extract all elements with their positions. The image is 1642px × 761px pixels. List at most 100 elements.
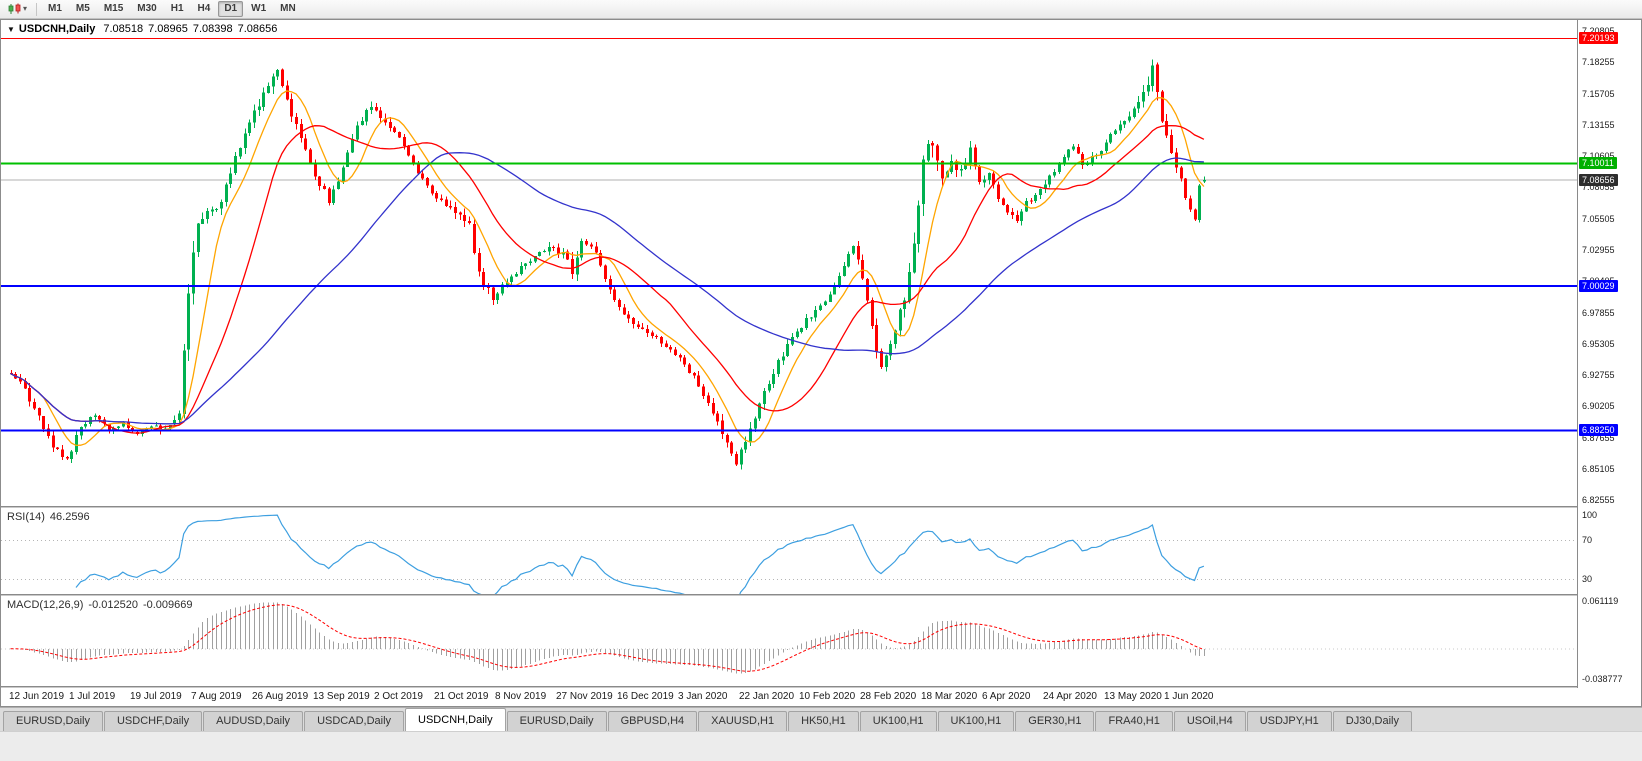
chart-tab-eurusd-daily[interactable]: EURUSD,Daily (506, 711, 607, 731)
date-label: 28 Feb 2020 (860, 691, 917, 702)
rsi-name: RSI(14) (7, 511, 45, 523)
timeframe-button-m15[interactable]: M15 (103, 3, 124, 14)
ohlc-low: 7.08398 (192, 23, 233, 35)
date-label: 2 Oct 2019 (374, 691, 423, 702)
date-label: 7 Aug 2019 (191, 691, 242, 702)
timeframe-button-w1[interactable]: W1 (251, 3, 267, 14)
date-label: 22 Jan 2020 (739, 691, 795, 702)
ohlc-high: 7.08965 (148, 23, 188, 35)
chart-tab-gbpusd-h4[interactable]: GBPUSD,H4 (607, 711, 698, 731)
price-tick: 6.87655 (1582, 433, 1615, 443)
rsi-label: RSI(14) 46.2596 (7, 511, 95, 523)
timeframe-button-h1[interactable]: H1 (170, 3, 184, 14)
price-tick: 6.85105 (1582, 464, 1615, 474)
chart-tab-uk100-h1[interactable]: UK100,H1 (859, 711, 937, 731)
rsi-axis-tick: 100 (1582, 510, 1598, 520)
chart-tab-usdjpy-h1[interactable]: USDJPY,H1 (1246, 711, 1332, 731)
price-tick: 7.15705 (1582, 89, 1615, 99)
price-tick: 7.02955 (1582, 245, 1615, 255)
pane-separator[interactable] (1, 506, 1641, 508)
date-label: 12 Jun 2019 (9, 691, 65, 702)
date-label: 24 Apr 2020 (1043, 691, 1097, 702)
date-label: 3 Jan 2020 (678, 691, 728, 702)
macd-name: MACD(12,26,9) (7, 599, 84, 611)
date-label: 1 Jun 2020 (1164, 691, 1214, 702)
date-label: 10 Feb 2020 (799, 691, 856, 702)
macd-label: MACD(12,26,9) -0.012520 -0.009669 (7, 599, 198, 611)
pane-separator[interactable] (1, 686, 1641, 688)
timeframe-button-d1[interactable]: D1 (218, 1, 244, 17)
price-flag: 7.08656 (1579, 174, 1618, 186)
chart-tab-usoil-h4[interactable]: USOil,H4 (1173, 711, 1246, 731)
timeframe-button-m5[interactable]: M5 (75, 3, 90, 14)
macd-signal-value: -0.009669 (142, 599, 193, 611)
chart-title: ▼ USDCNH,Daily 7.08518 7.08965 7.08398 7.0865… (7, 23, 282, 35)
price-tick: 7.18255 (1582, 57, 1615, 67)
date-label: 8 Nov 2019 (495, 691, 547, 702)
chart-tab-fra40-h1[interactable]: FRA40,H1 (1095, 711, 1173, 731)
timeframe-button-mn[interactable]: MN (280, 3, 296, 14)
toolbar-separator (36, 2, 38, 16)
price-flag: 7.20193 (1579, 32, 1618, 44)
timeframe-button-h4[interactable]: H4 (197, 3, 211, 14)
date-label: 16 Dec 2019 (617, 691, 674, 702)
candlestick-chart-icon (8, 3, 21, 14)
price-flag: 7.10011 (1579, 157, 1617, 169)
chart-tab-xauusd-h1[interactable]: XAUUSD,H1 (698, 711, 788, 731)
price-tick: 7.10605 (1582, 151, 1615, 161)
price-flag: 6.88250 (1579, 424, 1618, 436)
one-click-trading-icon[interactable]: ▼ (7, 25, 15, 34)
chart-tab-ger30-h1[interactable]: GER30,H1 (1015, 711, 1095, 731)
price-tick: 6.92755 (1582, 370, 1615, 380)
chart-tab-usdcnh-daily[interactable]: USDCNH,Daily (405, 708, 506, 731)
timeframe-button-m1[interactable]: M1 (48, 3, 62, 14)
macd-main-value: -0.012520 (88, 599, 138, 611)
date-label: 21 Oct 2019 (434, 691, 489, 702)
chart-type-button[interactable]: ▾ (4, 1, 31, 17)
date-label: 18 Mar 2020 (921, 691, 978, 702)
ohlc-close: 7.08656 (237, 23, 278, 35)
macd-axis-bottom: -0.038777 (1582, 674, 1623, 684)
date-label: 6 Apr 2020 (982, 691, 1031, 702)
date-axis[interactable]: 12 Jun 2019 1 Jul 2019 19 Jul 2019 7 Aug 20… (1, 688, 1577, 706)
macd-axis-top: 0.061119 (1582, 596, 1619, 606)
price-tick: 7.20805 (1582, 26, 1615, 36)
chart-symbol-label: USDCNH,Daily (18, 23, 96, 35)
pane-separator[interactable] (1, 594, 1641, 596)
chart-tab-dj30-daily[interactable]: DJ30,Daily (1332, 711, 1412, 731)
timeframe-buttons: M1 M5 M15 M30 H1 H4 D1 W1 MN (42, 1, 302, 17)
main-chart-pane[interactable] (1, 20, 1577, 506)
date-label: 26 Aug 2019 (252, 691, 309, 702)
toolbar: ▾ M1 M5 M15 M30 H1 H4 D1 W1 MN (0, 0, 1642, 19)
price-tick: 7.13155 (1582, 120, 1615, 130)
chart-tab-audusd-daily[interactable]: AUDUSD,Daily (203, 711, 304, 731)
chevron-down-icon: ▾ (23, 4, 28, 13)
date-label: 13 Sep 2019 (313, 691, 370, 702)
rsi-pane[interactable] (1, 508, 1577, 594)
chart-tab-bar: EURUSD,Daily USDCHF,Daily AUDUSD,Daily USDC… (0, 707, 1642, 731)
date-label: 13 May 2020 (1104, 691, 1162, 702)
date-label: 1 Jul 2019 (69, 691, 116, 702)
price-tick: 6.95305 (1582, 339, 1615, 349)
price-axis[interactable]: 7.20805 7.18255 7.15705 7.13155 7.10605 7.080… (1578, 20, 1641, 706)
rsi-axis-tick: 70 (1582, 535, 1593, 545)
price-tick: 6.90205 (1582, 401, 1615, 411)
status-bar (0, 731, 1642, 761)
ohlc-open: 7.08518 (103, 23, 144, 35)
chart-tab-uk100-h1[interactable]: UK100,H1 (937, 711, 1015, 731)
chart-tab-usdcad-daily[interactable]: USDCAD,Daily (304, 711, 405, 731)
price-tick: 7.05505 (1582, 214, 1615, 224)
timeframe-button-m30[interactable]: M30 (137, 3, 157, 14)
price-tick: 6.82555 (1582, 495, 1615, 505)
macd-pane[interactable] (1, 596, 1577, 686)
price-flag: 7.00029 (1579, 280, 1618, 292)
axis-divider (1577, 20, 1578, 688)
date-label: 19 Jul 2019 (130, 691, 182, 702)
price-tick: 6.97855 (1582, 308, 1615, 318)
rsi-value: 46.2596 (49, 511, 90, 523)
chart-window: ▼ USDCNH,Daily 7.08518 7.08965 7.08398 7.0865… (0, 19, 1642, 707)
chart-tab-eurusd-daily[interactable]: EURUSD,Daily (3, 711, 103, 731)
chart-tab-usdchf-daily[interactable]: USDCHF,Daily (103, 711, 203, 731)
chart-tab-hk50-h1[interactable]: HK50,H1 (788, 711, 859, 731)
price-tick: 7.08055 (1582, 182, 1615, 192)
